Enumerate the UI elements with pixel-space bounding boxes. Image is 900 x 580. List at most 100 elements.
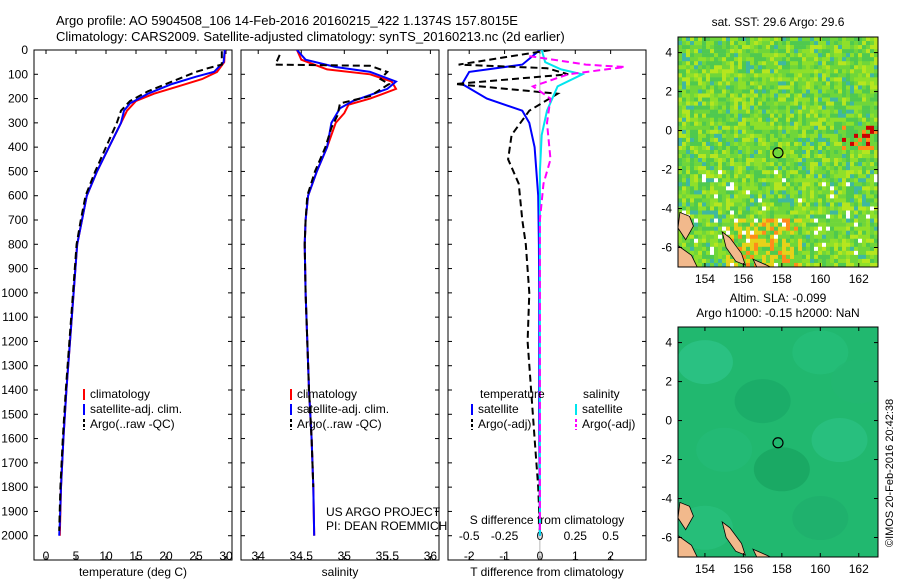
sst-cell [754,101,759,106]
sst-cell [842,37,847,42]
sst-cell [854,149,859,155]
sst-cell [690,218,695,223]
sst-cell [746,49,751,54]
sst-cell [782,85,787,90]
sst-cell [706,166,711,171]
sst-cell [862,89,867,94]
sst-cell [838,73,843,78]
sst-cell [810,178,815,183]
sst-cell [874,234,878,240]
sst-cell [818,69,823,74]
sst-cell [762,81,767,86]
sst-cell [814,53,819,58]
sst-cell [722,206,727,211]
sst-cell [822,113,827,119]
sst-cell [706,202,711,207]
sst-cell [694,158,699,163]
sst-cell [822,149,827,155]
sst-cell [858,238,863,244]
sst-cell [826,154,831,159]
sst-cell [862,242,867,248]
sst-cell [738,149,743,155]
sst-cell [750,178,755,183]
sst-cell [762,154,767,159]
y-tick-label: 1000 [1,286,28,300]
sst-cell [750,117,755,123]
sst-cell [678,65,683,70]
sst-cell [694,145,699,151]
sst-cell [858,198,863,203]
sst-cell [822,117,827,123]
sst-cell [742,242,747,248]
sst-cell [750,121,755,127]
sst-cell [758,57,763,62]
sst-cell [834,190,839,195]
sst-cell [862,218,867,223]
sst-cell [794,77,799,82]
sst-cell [694,214,699,219]
sst-cell [826,101,831,106]
sst-cell [702,174,707,179]
sst-cell [766,133,771,139]
sst-cell [786,254,791,260]
sst-cell [738,190,743,195]
sst-cell [822,202,827,207]
sst-cell [714,234,719,240]
sst-cell [698,77,703,82]
sst-cell [774,61,779,66]
sst-cell [742,198,747,203]
sst-cell [730,45,735,50]
sst-cell [762,45,767,50]
sst-cell [714,149,719,155]
sst-cell [702,97,707,102]
sst-cell [754,202,759,207]
legend-label: satellite [582,402,623,416]
sst-cell [726,210,731,215]
sst-cell [838,174,843,179]
sst-cell [818,149,823,155]
sst-cell [726,61,731,66]
sst-cell [778,37,783,42]
sst-cell [782,113,787,119]
sst-cell [854,69,859,74]
sst-cell [814,250,819,256]
sst-cell [734,37,739,42]
sst-cell [754,254,759,260]
sst-cell [766,101,771,106]
series-satellite-adj-clim- [296,50,398,536]
sst-cell [818,218,823,223]
sst-cell [754,53,759,58]
sst-cell [870,105,875,110]
sst-cell [742,174,747,179]
x-tick-label: 34 [252,549,266,563]
sst-cell [874,190,878,195]
sst-cell [858,218,863,223]
sst-cell [762,37,767,42]
sst-cell [850,125,855,131]
sst-cell [830,226,835,231]
sst-cell [698,141,703,147]
sst-cell [774,218,779,223]
sst-cell [706,194,711,199]
sst-cell [810,198,815,203]
sst-cell [814,254,819,260]
sst-cell [826,226,831,231]
sst-cell [782,53,787,58]
sst-cell [810,242,815,248]
sst-cell [810,101,815,106]
sst-cell [694,206,699,211]
sst-cell [698,89,703,94]
sst-cell [802,73,807,78]
sst-cell [722,250,727,256]
sst-cell [722,101,727,106]
sst-cell [870,186,875,191]
sst-cell [778,218,783,223]
sst-cell [850,109,855,114]
sst-cell [762,73,767,78]
sst-cell [706,109,711,114]
sst-cell [702,45,707,50]
sst-cell [874,218,878,223]
sst-cell [754,145,759,151]
legend-label: Argo(..raw -QC) [90,417,175,431]
sst-cell [858,73,863,78]
